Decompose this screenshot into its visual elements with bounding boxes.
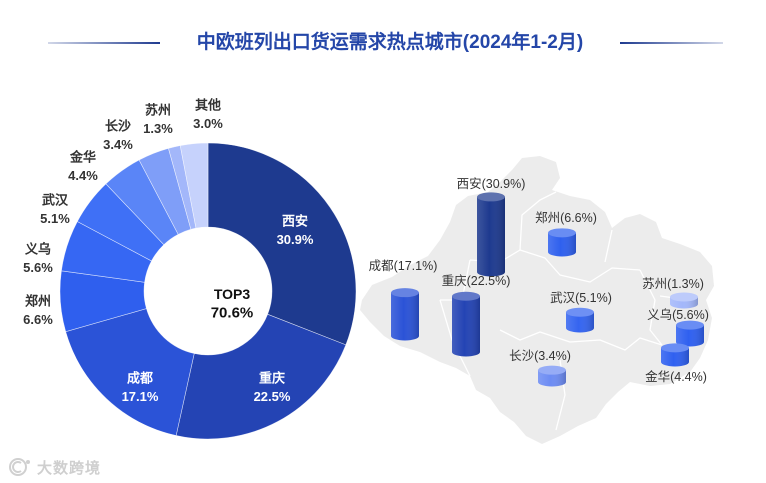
cylinder-top (452, 291, 480, 301)
map-city-label-2: 郑州(6.6%) (535, 210, 597, 225)
map-cylinder-1 (477, 192, 505, 277)
map-city-label-7: 苏州(1.3%) (642, 276, 704, 291)
donut-slice-2 (175, 313, 347, 440)
donut-label-name-10: 其他 (195, 98, 221, 113)
cylinder-top (566, 307, 594, 317)
donut-label-value-8: 3.4% (103, 137, 133, 152)
map-cylinder-7 (670, 292, 698, 309)
donut-label-value-6: 5.1% (40, 211, 70, 226)
cylinder-top (661, 343, 689, 353)
donut-slice-1 (207, 142, 357, 346)
donut-label-name-3: 成都 (127, 371, 153, 386)
cylinder-top (477, 192, 505, 202)
donut-center-value: 70.6% (211, 305, 254, 322)
donut-label-value-4: 6.6% (23, 312, 53, 327)
watermark: 大数跨境 (8, 455, 101, 479)
china-map: 西安(30.9%) 郑州(6.6%) 成都(17.1%) 重庆(22.5%) 武汉(5.… (360, 156, 714, 444)
donut-label-value-9: 1.3% (143, 121, 173, 136)
map-city-label-1: 西安(30.9%) (457, 176, 526, 191)
map-cylinder-3 (391, 288, 419, 341)
donut-label-value-2: 22.5% (254, 389, 291, 404)
donut-label-value-1: 30.9% (277, 232, 314, 247)
donut-slice-3 (65, 308, 195, 436)
donut-label-name-9: 苏州 (145, 103, 171, 118)
chart-title: 中欧班列出口货运需求热点城市(2024年1-2月) (196, 32, 584, 53)
donut-label-name-1: 西安 (282, 214, 308, 229)
cylinder-shade (477, 196, 505, 277)
donut-label-value-5: 5.6% (23, 260, 53, 275)
map-city-label-3: 成都(17.1%) (369, 259, 438, 273)
donut-label-value-3: 17.1% (122, 389, 159, 404)
donut-label-name-4: 郑州 (25, 294, 51, 309)
map-cylinder-5 (566, 307, 594, 333)
cylinder-top (676, 320, 704, 330)
map-cylinder-8 (676, 320, 704, 347)
map-city-label-4: 重庆(22.5%) (442, 273, 511, 288)
title-decor-line-right (620, 42, 723, 44)
map-city-label-6: 长沙(3.4%) (509, 349, 571, 363)
cylinder-top (670, 292, 698, 302)
cylinder-shade (391, 292, 419, 341)
china-map-silhouette (360, 156, 714, 444)
map-city-label-8: 义乌(5.6%) (647, 307, 709, 322)
donut-chart (59, 142, 357, 440)
map-cylinder-2 (548, 228, 576, 257)
map-city-labels: 西安(30.9%) 郑州(6.6%) 成都(17.1%) 重庆(22.5%) 武汉(5.… (369, 176, 709, 384)
map-city-label-9: 金华(4.4%) (645, 369, 707, 384)
cylinder-top (391, 288, 419, 298)
cylinder-top (548, 228, 576, 238)
cylinder-shade (452, 296, 480, 357)
donut-label-value-7: 4.4% (68, 168, 98, 183)
donut-label-name-5: 义乌 (25, 242, 51, 257)
cylinder-top (538, 365, 566, 375)
donut-label-name-6: 武汉 (42, 193, 69, 208)
map-cylinder-9 (661, 343, 689, 367)
donut-label-name-7: 金华 (69, 150, 96, 165)
donut-center-label: TOP3 (214, 286, 251, 302)
donut-label-name-2: 重庆 (259, 371, 285, 386)
donut-label-value-10: 3.0% (193, 116, 223, 131)
cylinder-shade (566, 312, 594, 333)
map-city-label-5: 武汉(5.1%) (550, 291, 612, 305)
map-cylinders (391, 192, 704, 387)
chart-header: 中欧班列出口货运需求热点城市(2024年1-2月) (0, 30, 766, 56)
map-cylinder-6 (538, 365, 566, 387)
watermark-text: 大数跨境 (37, 459, 102, 477)
cylinder-shade (676, 325, 704, 347)
title-decor-line-left (48, 42, 160, 44)
donut-label-name-8: 长沙 (105, 119, 131, 134)
donut-labels: 西安 30.9% 重庆 22.5% 成都 17.1% 郑州 6.6% 义乌 5.6% 武汉 5.1% 金… (23, 98, 314, 405)
cylinder-shade (661, 347, 689, 367)
cylinder-shade (548, 232, 576, 257)
map-cylinder-4 (452, 291, 480, 357)
cylinder-shade (538, 370, 566, 387)
donut-slice-10 (179, 142, 209, 229)
watermark-logo-icon (9, 458, 30, 476)
